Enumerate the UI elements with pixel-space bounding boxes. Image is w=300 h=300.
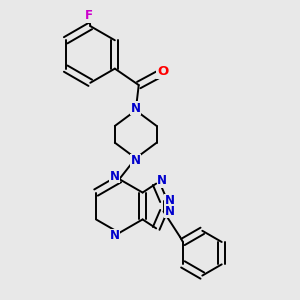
Text: N: N	[165, 205, 175, 218]
Text: F: F	[85, 9, 93, 22]
Text: N: N	[110, 169, 120, 183]
Text: N: N	[165, 194, 175, 207]
Text: N: N	[131, 101, 141, 115]
Text: O: O	[157, 65, 168, 78]
Text: N: N	[110, 230, 120, 242]
Text: N: N	[157, 174, 167, 187]
Text: N: N	[131, 154, 141, 167]
